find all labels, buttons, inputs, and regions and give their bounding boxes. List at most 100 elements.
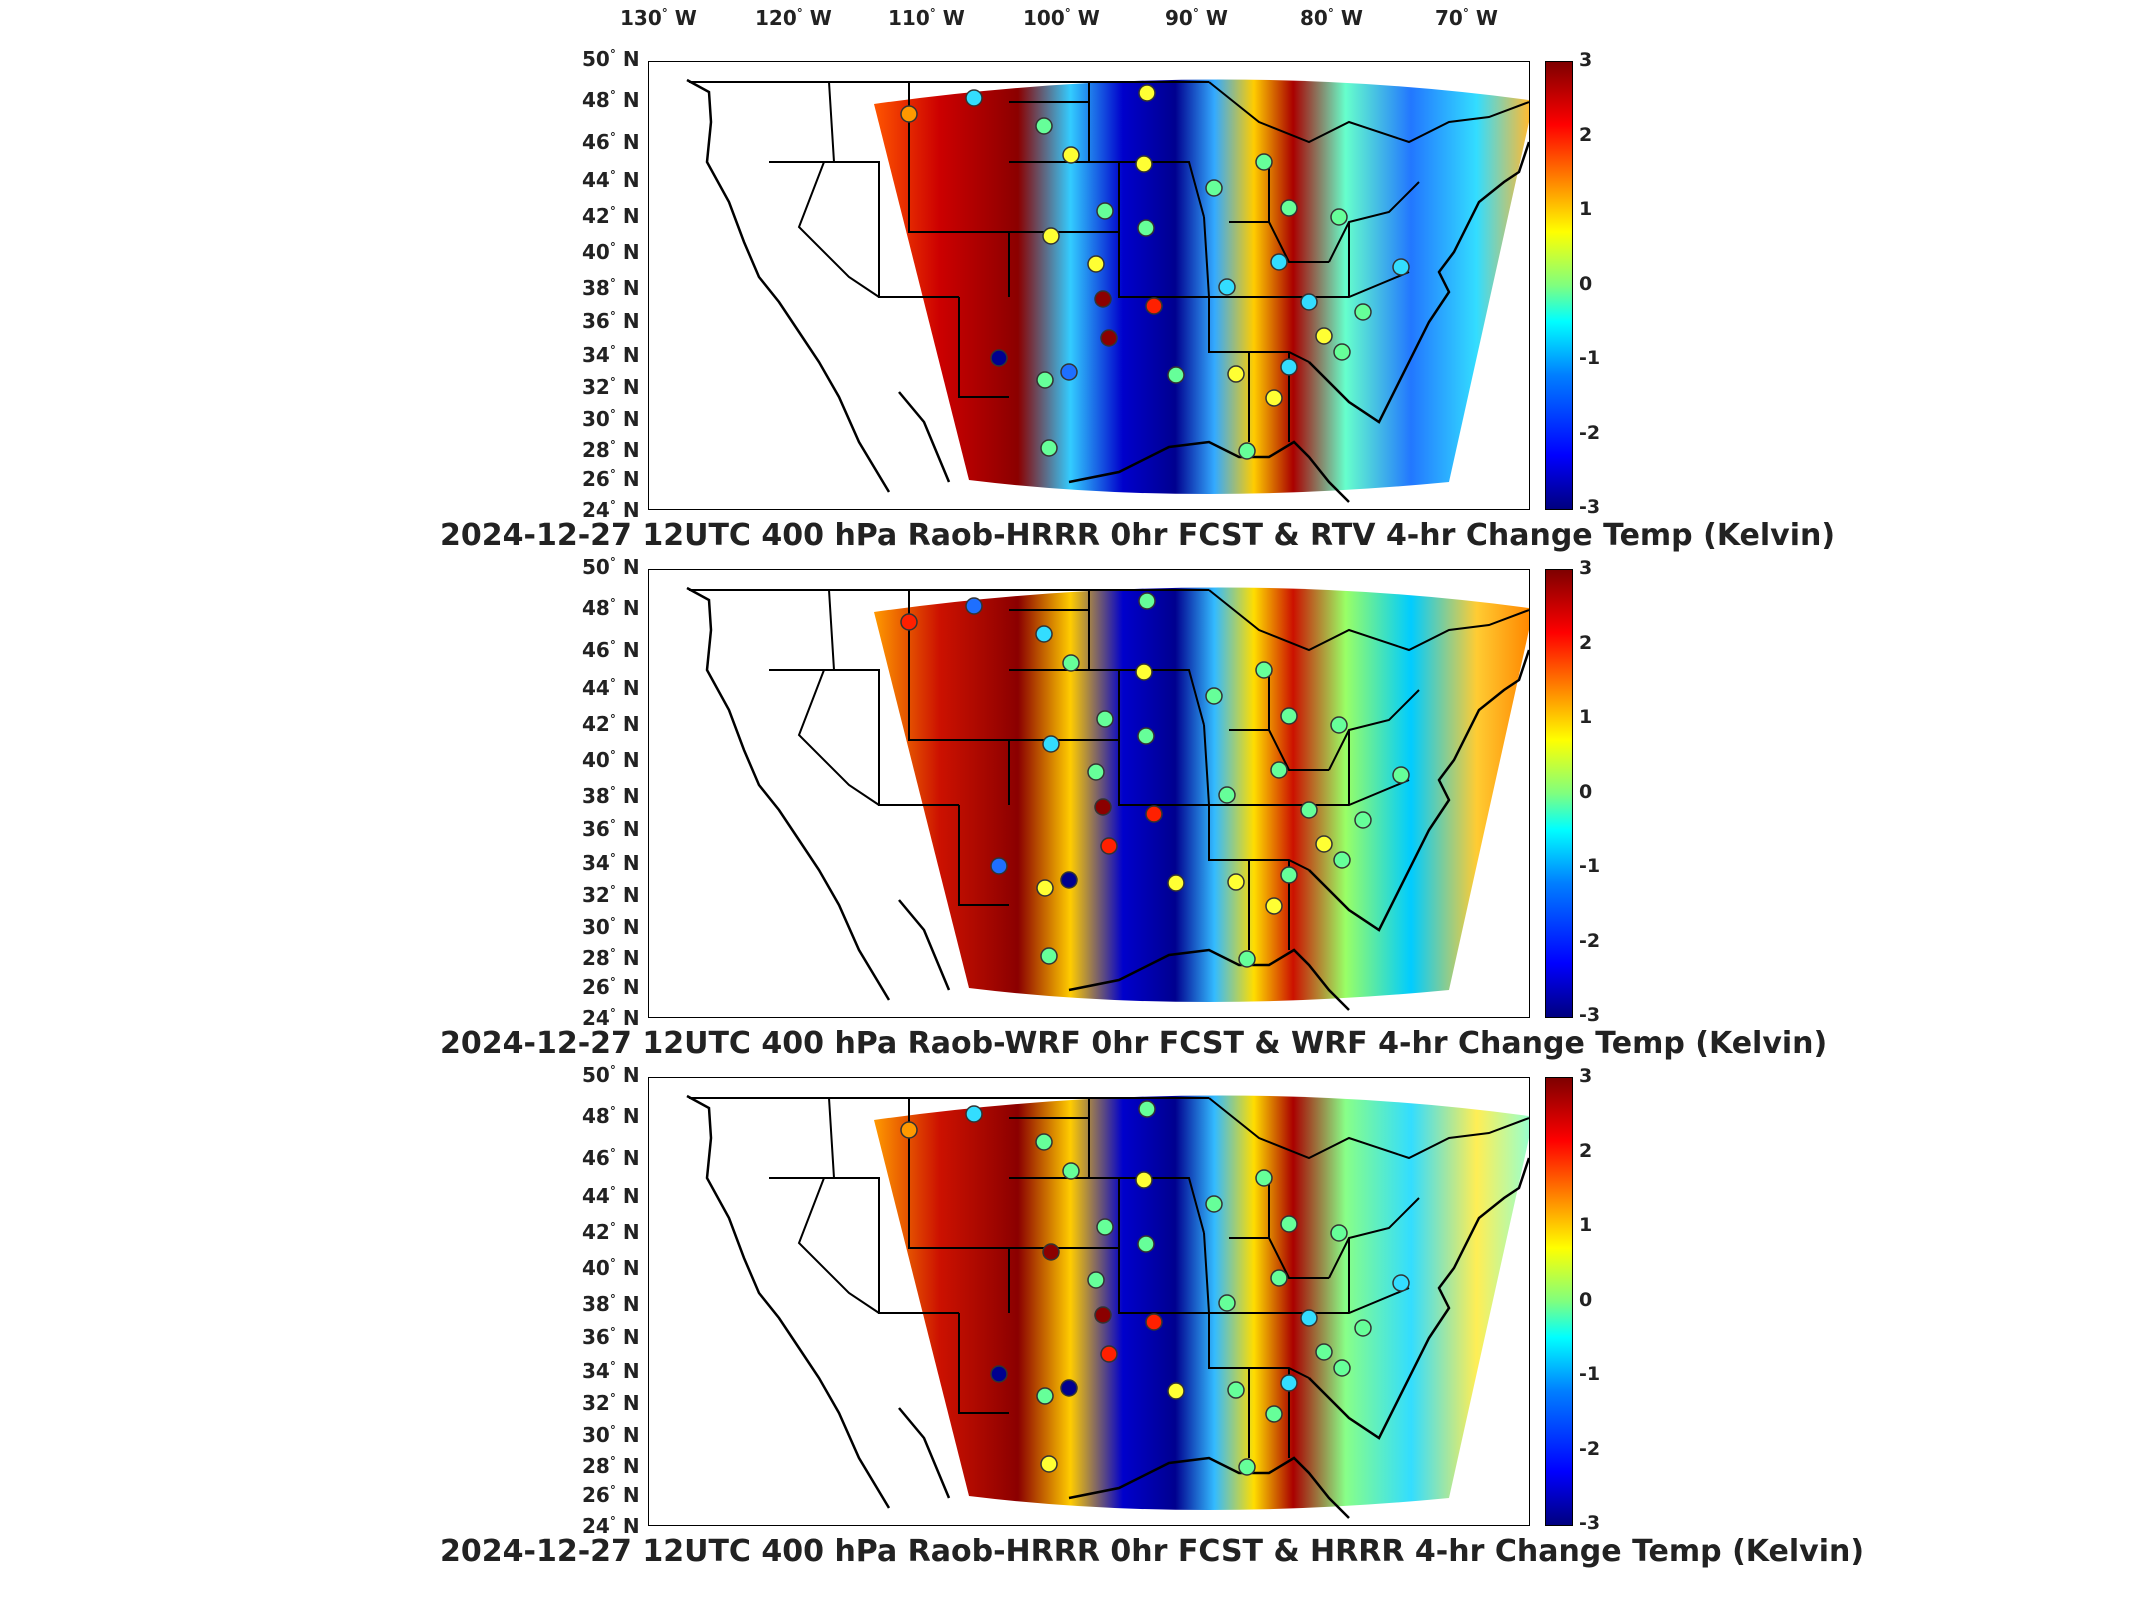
raob-station-marker (1354, 811, 1372, 829)
raob-station-marker (1227, 873, 1245, 891)
raob-station-marker (1137, 1235, 1155, 1253)
lat-tick: 50° N (582, 1063, 640, 1087)
map-field (686, 1094, 1529, 1519)
raob-station-marker (1135, 155, 1153, 173)
lat-tick: 40° N (582, 748, 640, 772)
raob-station-marker (1042, 1243, 1060, 1261)
raob-station-marker (1096, 202, 1114, 220)
raob-station-marker (1270, 761, 1288, 779)
colorbar-tick: -3 (1579, 1004, 1601, 1026)
colorbar (1545, 1077, 1573, 1526)
colorbar-tick: -1 (1579, 347, 1601, 369)
raob-station-marker (1060, 871, 1078, 889)
raob-station-marker (1135, 1171, 1153, 1189)
raob-station-marker (1137, 727, 1155, 745)
lat-tick: 24° N (582, 498, 640, 522)
raob-station-marker (1238, 442, 1256, 460)
colorbar-tick: 0 (1579, 780, 1593, 803)
raob-station-marker (1255, 153, 1273, 171)
lat-tick: 40° N (582, 240, 640, 264)
lon-tick: 100° W (1023, 6, 1100, 30)
colorbar-tick: 2 (1579, 631, 1593, 654)
raob-station-marker (1300, 293, 1318, 311)
lat-tick: 26° N (582, 1483, 640, 1507)
raob-station-marker (1265, 389, 1283, 407)
colorbar-tick: 3 (1579, 1065, 1593, 1087)
raob-station-marker (1392, 766, 1410, 784)
lat-tick: 50° N (582, 555, 640, 579)
lat-tick: 26° N (582, 975, 640, 999)
raob-station-marker (1100, 837, 1118, 855)
state-borders (689, 589, 1529, 950)
raob-station-marker (1042, 735, 1060, 753)
raob-station-marker (1040, 1455, 1058, 1473)
lat-tick: 42° N (582, 204, 640, 228)
lat-tick: 28° N (582, 1454, 640, 1478)
colorbar-tick: 2 (1579, 123, 1593, 146)
raob-station-marker (1145, 805, 1163, 823)
colorbar-tick: 1 (1579, 706, 1593, 728)
lat-tick: 38° N (582, 1292, 640, 1316)
lat-tick: 44° N (582, 676, 640, 700)
raob-station-marker (1094, 1306, 1112, 1324)
lat-tick: 48° N (582, 88, 640, 112)
lon-tick: 90° W (1165, 6, 1228, 30)
raob-station-marker (1315, 327, 1333, 345)
raob-station-marker (1100, 329, 1118, 347)
raob-station-marker (1035, 1133, 1053, 1151)
lat-tick: 34° N (582, 1359, 640, 1383)
raob-station-marker (1087, 255, 1105, 273)
coastline (686, 1094, 1529, 1519)
raob-station-marker (1218, 278, 1236, 296)
raob-station-marker (1094, 290, 1112, 308)
raob-station-marker (1280, 199, 1298, 217)
raob-station-marker (1238, 1458, 1256, 1476)
raob-station-marker (1330, 208, 1348, 226)
lat-tick: 28° N (582, 438, 640, 462)
colorbar-tick: -2 (1579, 929, 1601, 952)
raob-station-marker (1238, 950, 1256, 968)
raob-station-marker (900, 613, 918, 631)
colorbar-tick: -3 (1579, 1512, 1601, 1534)
raob-station-marker (1300, 801, 1318, 819)
colorbar-tick: 2 (1579, 1139, 1593, 1162)
raob-station-marker (1167, 1382, 1185, 1400)
raob-station-marker (1094, 798, 1112, 816)
longitude-axis: 130° W 120° W 110° W 100° W 90° W 80° W … (0, 0, 2133, 40)
coastline (686, 586, 1529, 1011)
lat-tick: 46° N (582, 638, 640, 662)
map-field (686, 78, 1529, 503)
raob-station-marker (1227, 365, 1245, 383)
raob-station-marker (1040, 947, 1058, 965)
map-plot-area (648, 61, 1530, 510)
raob-station-marker (1205, 1195, 1223, 1213)
panel-title: 2024-12-27 12UTC 400 hPa Raob-WRF 0hr FC… (440, 1026, 1828, 1061)
colorbar-tick: -1 (1579, 855, 1601, 877)
raob-station-marker (1270, 253, 1288, 271)
lat-tick: 36° N (582, 817, 640, 841)
raob-station-marker (1035, 117, 1053, 135)
lat-tick: 40° N (582, 1256, 640, 1280)
raob-station-marker (1218, 786, 1236, 804)
raob-station-marker (1280, 358, 1298, 376)
lat-tick: 50° N (582, 47, 640, 71)
lon-tick: 110° W (888, 6, 965, 30)
raob-station-marker (1060, 363, 1078, 381)
lat-tick: 44° N (582, 168, 640, 192)
raob-station-marker (990, 349, 1008, 367)
colorbar-tick: -2 (1579, 1437, 1601, 1460)
raob-station-marker (1280, 866, 1298, 884)
raob-station-marker (1135, 663, 1153, 681)
raob-station-marker (1036, 371, 1054, 389)
raob-station-marker (965, 597, 983, 615)
map-field (686, 586, 1529, 1011)
raob-station-marker (1138, 84, 1156, 102)
lat-tick: 28° N (582, 946, 640, 970)
lat-tick: 46° N (582, 130, 640, 154)
raob-station-marker (1333, 851, 1351, 869)
raob-station-marker (1205, 179, 1223, 197)
temperature-field (874, 79, 1529, 495)
raob-station-marker (965, 89, 983, 107)
temperature-field (874, 587, 1529, 1003)
raob-station-marker (1265, 897, 1283, 915)
